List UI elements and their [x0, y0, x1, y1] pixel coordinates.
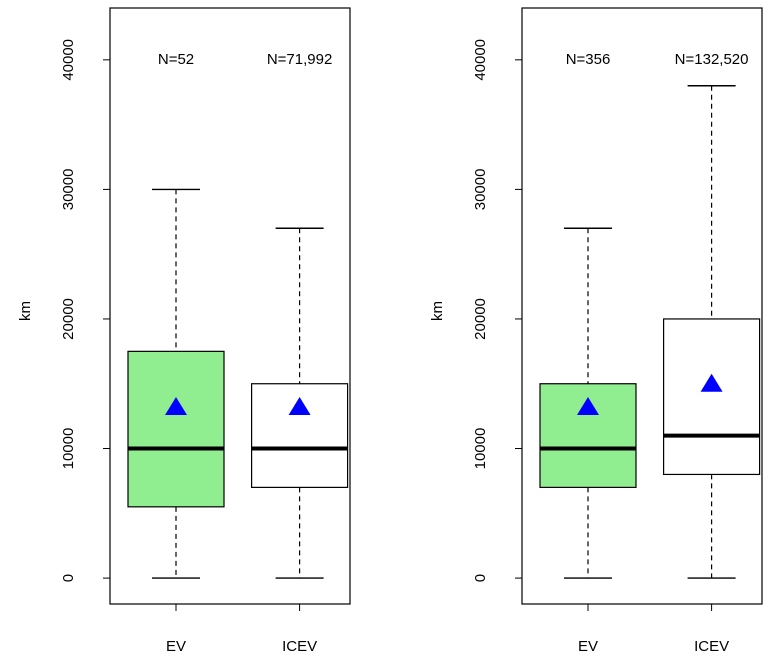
y-tick-label: 20000 [60, 298, 77, 340]
y-tick-label: 30000 [60, 169, 77, 211]
iqr-box [127, 350, 225, 508]
plot-frame [109, 7, 351, 605]
y-tick-label: 0 [60, 574, 77, 582]
mean-marker [577, 397, 599, 416]
n-label: N=132,520 [675, 51, 749, 68]
panel-2: 0 10000 20000 30000 40000 km N=356 EV N=132,520 I… [429, 7, 763, 655]
y-axis-title: km [429, 301, 446, 321]
y-tick-label: 30000 [472, 169, 489, 211]
n-label: N=52 [158, 51, 194, 68]
box-ev: N=356 EV [539, 51, 637, 655]
y-tick-label: 0 [472, 574, 489, 582]
category-label: EV [166, 638, 186, 655]
y-axis-title: km [17, 301, 34, 321]
y-tick-label: 40000 [472, 39, 489, 81]
plot-frame [521, 7, 763, 605]
iqr-box [662, 318, 761, 476]
y-tick-label: 10000 [60, 428, 77, 470]
box-icev: N=71,992 ICEV [251, 51, 349, 655]
mean-marker [700, 373, 723, 392]
box-icev: N=132,520 ICEV [662, 51, 761, 655]
n-label: N=356 [566, 51, 611, 68]
mean-marker [288, 397, 311, 416]
category-label: ICEV [694, 638, 729, 655]
category-label: EV [578, 638, 598, 655]
y-tick-label: 10000 [472, 428, 489, 470]
panel-1: 0 10000 20000 30000 40000 km N=52 EV N=71,992 ICE… [17, 7, 351, 655]
mean-marker [165, 397, 187, 416]
y-tick-label: 40000 [60, 39, 77, 81]
box-ev: N=52 EV [127, 51, 225, 655]
category-label: ICEV [282, 638, 317, 655]
n-label: N=71,992 [267, 51, 332, 68]
y-tick-label: 20000 [472, 298, 489, 340]
